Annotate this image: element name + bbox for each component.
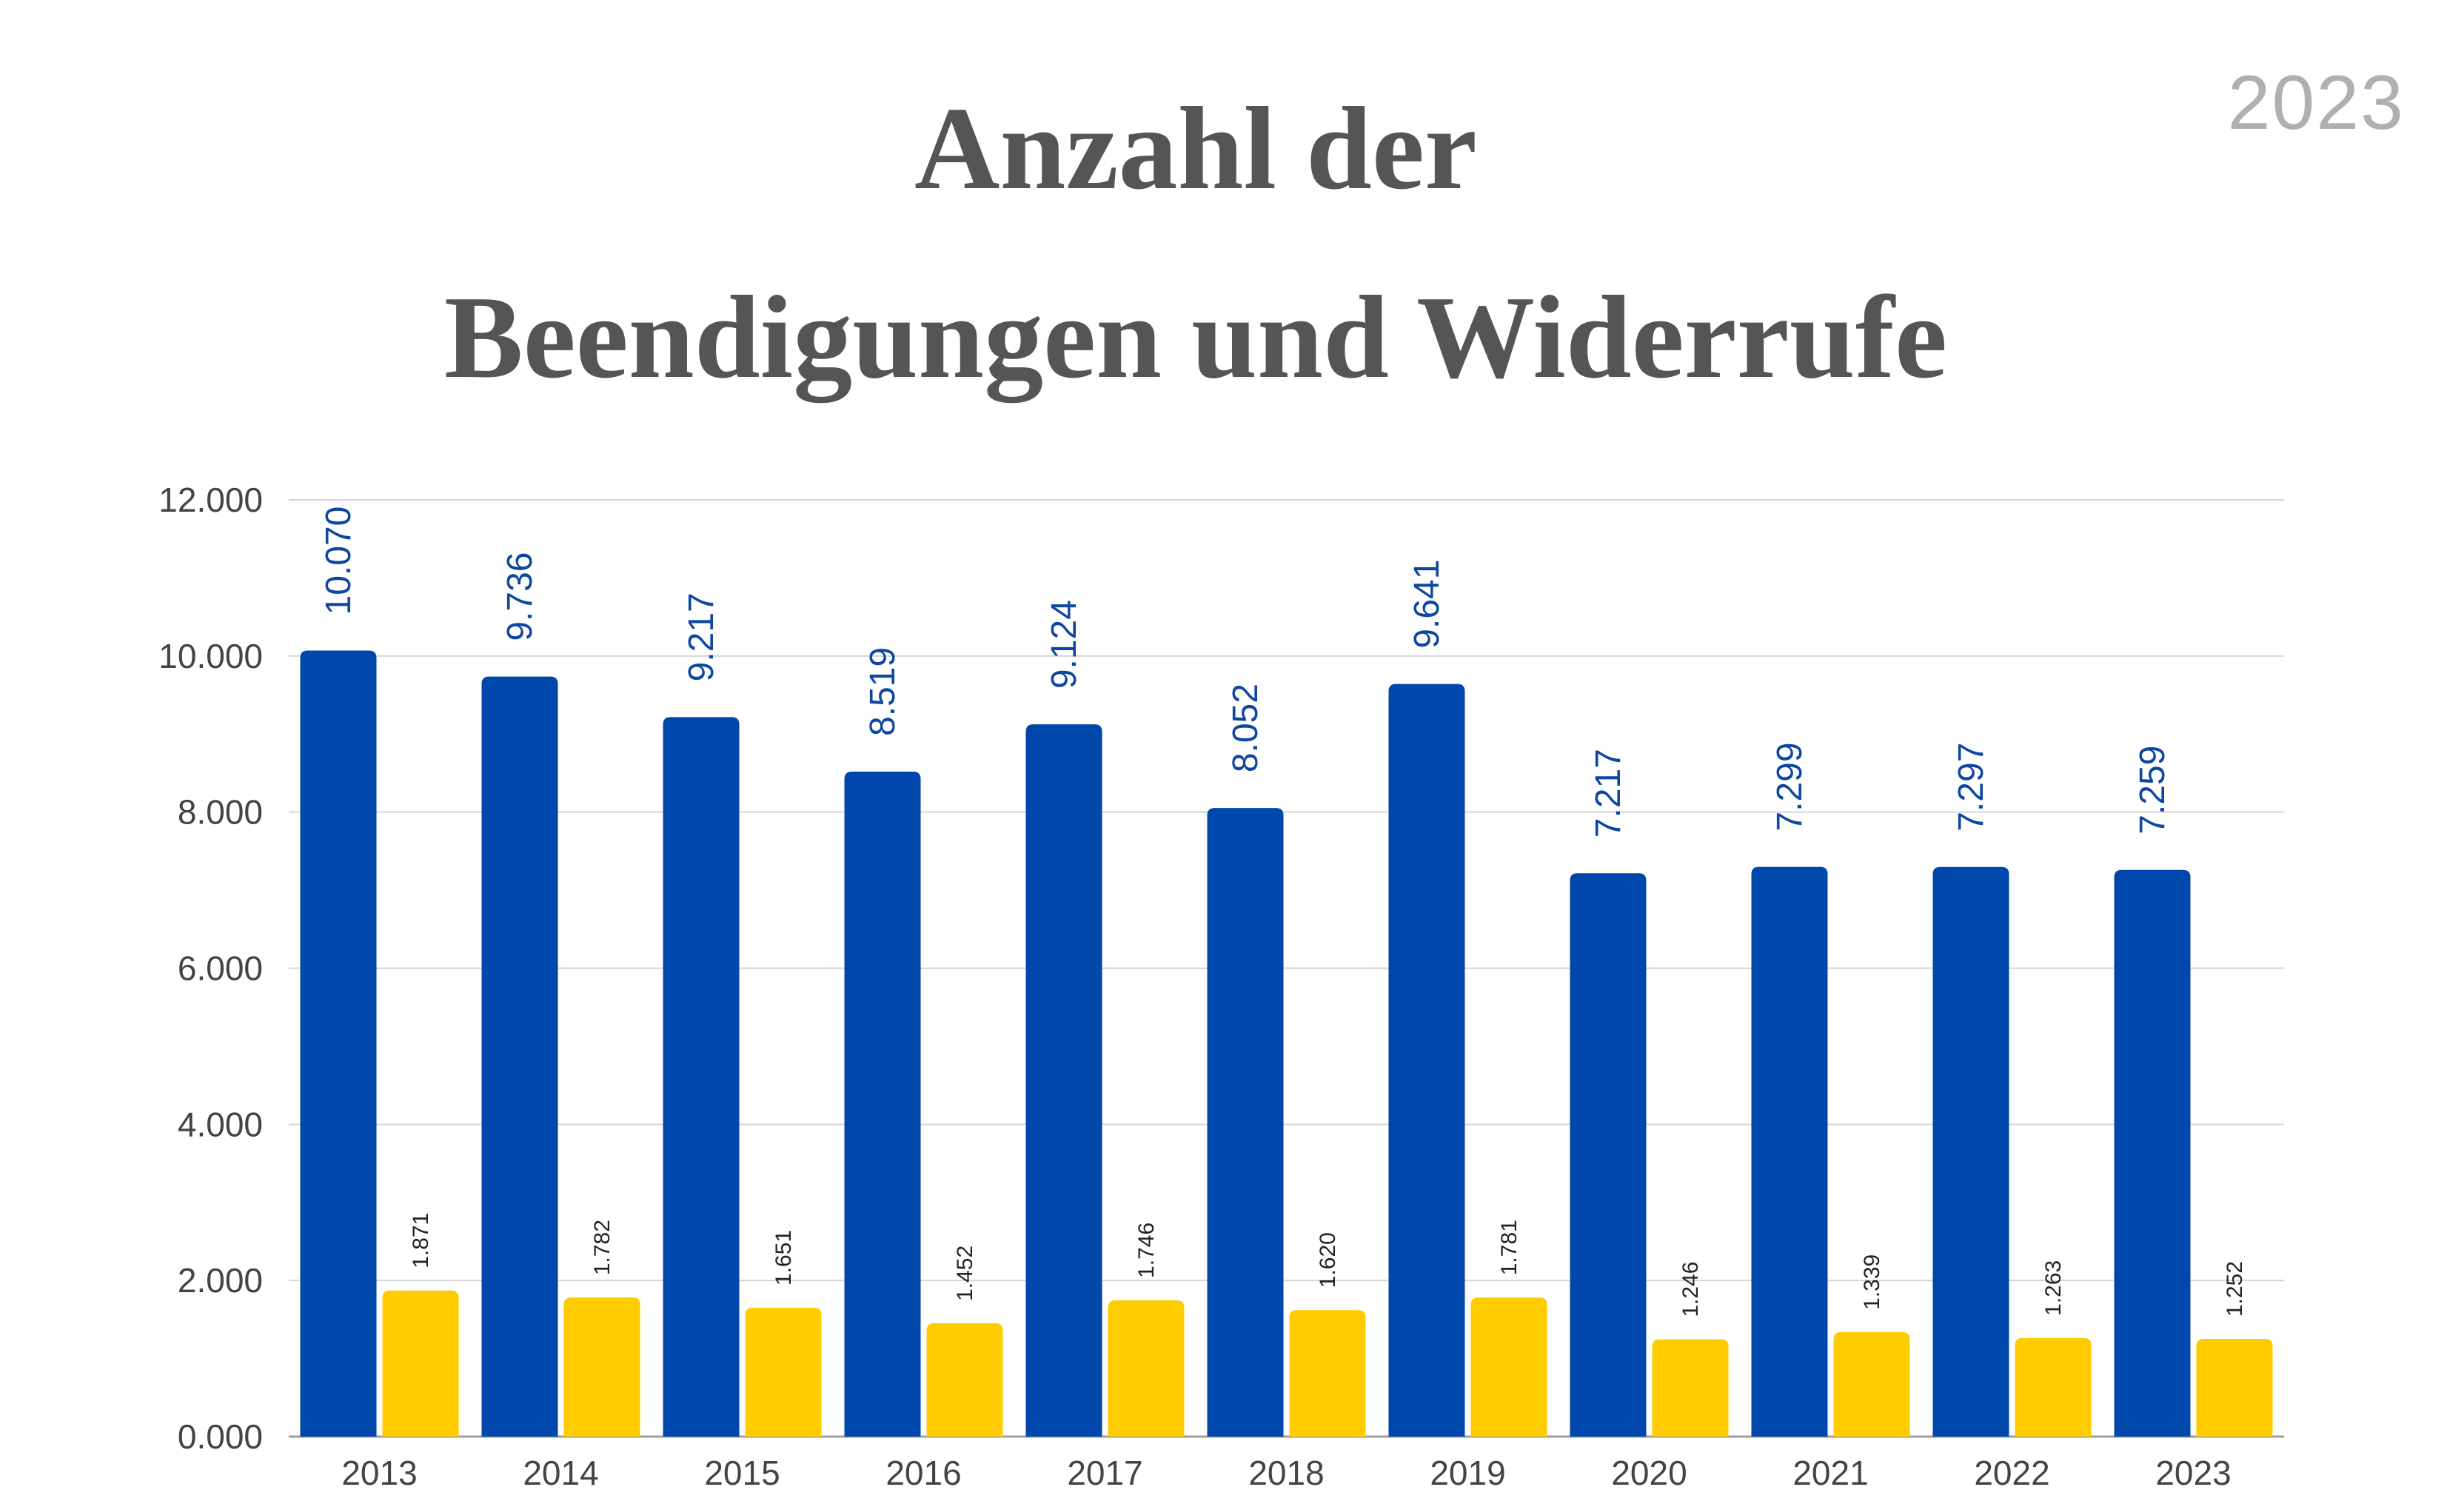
data-label-series-1-2023: 7.259 [2133,746,2172,835]
chart-title-line-1: Anzahl der [914,82,1477,214]
y-tick-label: 10.000 [158,637,263,675]
data-label-series-1-2020: 7.217 [1589,749,1628,838]
data-label-series-1-2021: 7.299 [1770,742,1810,831]
data-label-series-1-2017: 9.124 [1045,600,1084,689]
bar-series-2-2018 [1289,1310,1366,1437]
bar-series-1-2013 [300,650,377,1437]
bar-series-1-2021 [1751,866,1828,1437]
data-label-series-2-2022: 1.263 [2041,1260,2066,1316]
data-label-series-2-2015: 1.651 [771,1230,796,1286]
x-category-label-2016: 2016 [886,1454,961,1492]
data-label-series-1-2016: 8.519 [863,647,903,736]
bar-series-2-2017 [1108,1300,1185,1437]
bar-series-1-2023 [2114,869,2191,1437]
data-label-series-2-2017: 1.746 [1134,1223,1159,1278]
bar-series-1-2019 [1388,684,1465,1437]
bar-series-2-2015 [745,1307,822,1437]
y-tick-label: 6.000 [178,949,263,988]
bar-series-2-2014 [563,1297,640,1437]
x-category-label-2022: 2022 [1974,1454,2049,1492]
bar-series-1-2017 [1025,724,1102,1437]
x-axis-categories: 2013 2014 2015 2016 2017 2018 2019 2020 2021 2022… [341,1454,2231,1492]
bar-series-2-2016 [926,1323,1003,1437]
bar-series-1-2016 [844,771,921,1437]
bar-series-1-2018 [1207,808,1284,1437]
data-label-series-2-2016: 1.452 [953,1246,977,1301]
x-category-label-2018: 2018 [1248,1454,1324,1492]
bar-series-2-2020 [1652,1339,1729,1437]
bar-series-2-2022 [2015,1337,2092,1437]
data-label-series-2-2014: 1.782 [590,1220,615,1275]
chart-title-line-2: Beendigungen und Widerrufe [443,271,1948,403]
x-category-label-2014: 2014 [523,1454,598,1492]
x-category-label-2020: 2020 [1611,1454,1687,1492]
bar-series-1-2015 [663,717,740,1437]
year-tag: 2023 [2227,60,2405,146]
data-label-series-1-2015: 9.217 [682,592,721,681]
data-label-series-2-2019: 1.781 [1497,1220,1521,1275]
data-label-series-1-2014: 9.736 [500,552,540,641]
x-category-label-2021: 2021 [1792,1454,1868,1492]
y-tick-label: 2.000 [178,1261,263,1300]
bar-series-1-2022 [1932,866,2009,1437]
x-category-label-2013: 2013 [341,1454,417,1492]
x-category-label-2023: 2023 [2155,1454,2231,1492]
data-label-series-2-2021: 1.339 [1860,1254,1884,1310]
bar-series-2-2023 [2196,1339,2273,1437]
data-label-series-2-2023: 1.252 [2223,1261,2247,1317]
data-labels: 10.070 1.871 9.736 1.782 9.217 1.651 8.519 1.45… [319,507,2247,1317]
data-label-series-1-2018: 8.052 [1226,684,1265,772]
bar-series-1-2020 [1570,873,1647,1437]
bar-series-2-2019 [1470,1297,1547,1437]
y-tick-label: 4.000 [178,1105,263,1143]
bar-series-2-2013 [382,1290,459,1437]
x-category-label-2017: 2017 [1067,1454,1142,1492]
data-label-series-1-2013: 10.070 [319,507,358,615]
y-tick-label: 8.000 [178,793,263,832]
data-label-series-1-2022: 7.297 [1952,743,1991,832]
x-category-label-2019: 2019 [1430,1454,1505,1492]
y-tick-label: 0.000 [178,1417,263,1456]
data-label-series-1-2019: 9.641 [1407,560,1447,649]
y-tick-label: 12.000 [158,481,263,519]
y-axis-ticks: 0.000 2.000 4.000 6.000 8.000 10.000 12.000 [158,481,263,1456]
x-category-label-2015: 2015 [704,1454,780,1492]
bar-series-2-2021 [1833,1331,1910,1437]
bars [300,650,2273,1437]
data-label-series-2-2018: 1.620 [1316,1232,1340,1288]
bar-series-1-2014 [481,676,558,1437]
data-label-series-2-2013: 1.871 [409,1213,433,1269]
data-label-series-2-2020: 1.246 [1678,1262,1703,1317]
